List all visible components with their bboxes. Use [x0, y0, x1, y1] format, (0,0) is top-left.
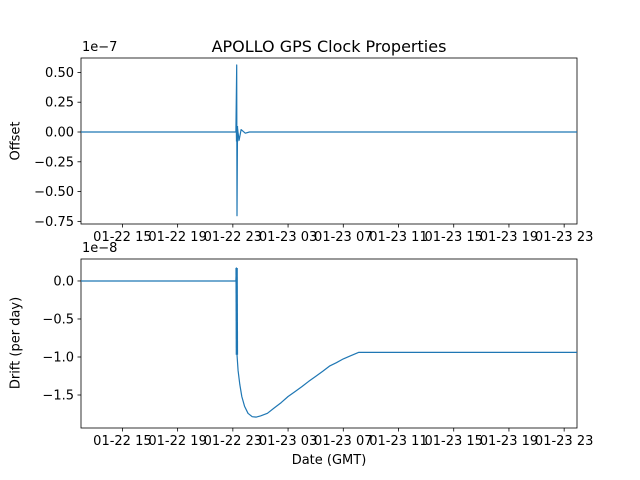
offset-signal-line [81, 64, 577, 217]
x-tick-label: 01-23 03 [259, 434, 317, 449]
x-tick-label: 01-22 15 [93, 434, 151, 449]
y-tick-label: −1.0 [42, 350, 74, 365]
x-tick-label: 01-23 07 [314, 434, 372, 449]
drift-y-axis-label: Drift (per day) [8, 296, 24, 390]
chart-title: APOLLO GPS Clock Properties [211, 37, 447, 56]
offset-scale-label: 1e−7 [82, 40, 118, 55]
drift-plot-frame [80, 258, 578, 429]
x-tick-label: 01-22 23 [204, 434, 262, 449]
x-tick-label: 01-23 19 [480, 434, 538, 449]
x-tick-label: 01-22 19 [148, 230, 206, 245]
y-tick-label: 0.0 [53, 274, 74, 289]
x-tick-label: 01-23 11 [369, 434, 427, 449]
x-tick-label: 01-23 15 [424, 434, 482, 449]
x-tick-label: 01-22 19 [148, 434, 206, 449]
x-tick-label: 01-23 15 [424, 230, 482, 245]
y-tick-label: −1.5 [42, 389, 74, 404]
y-tick-label: 0.25 [45, 96, 74, 111]
x-tick-label: 01-23 19 [480, 230, 538, 245]
y-tick-label: 0.00 [45, 126, 74, 141]
drift-scale-label: 1e−8 [82, 241, 118, 256]
y-tick-label: −0.25 [34, 155, 74, 170]
x-tick-label: 01-23 11 [369, 230, 427, 245]
offset-plot-frame [80, 57, 578, 225]
x-tick-label: 01-22 23 [204, 230, 262, 245]
x-tick-label: 01-23 23 [535, 230, 593, 245]
drift-signal-line [81, 267, 577, 418]
x-tick-label: 01-23 07 [314, 230, 372, 245]
x-tick-label: 01-23 23 [535, 434, 593, 449]
y-tick-label: −0.50 [34, 185, 74, 200]
x-tick-label: 01-22 15 [93, 230, 151, 245]
x-axis-label: Date (GMT) [291, 453, 367, 468]
offset-y-axis-label: Offset [8, 121, 24, 161]
y-tick-label: −0.75 [34, 215, 74, 230]
y-tick-label: −0.5 [42, 312, 74, 327]
y-tick-label: 0.50 [45, 66, 74, 81]
x-tick-label: 01-23 03 [259, 230, 317, 245]
